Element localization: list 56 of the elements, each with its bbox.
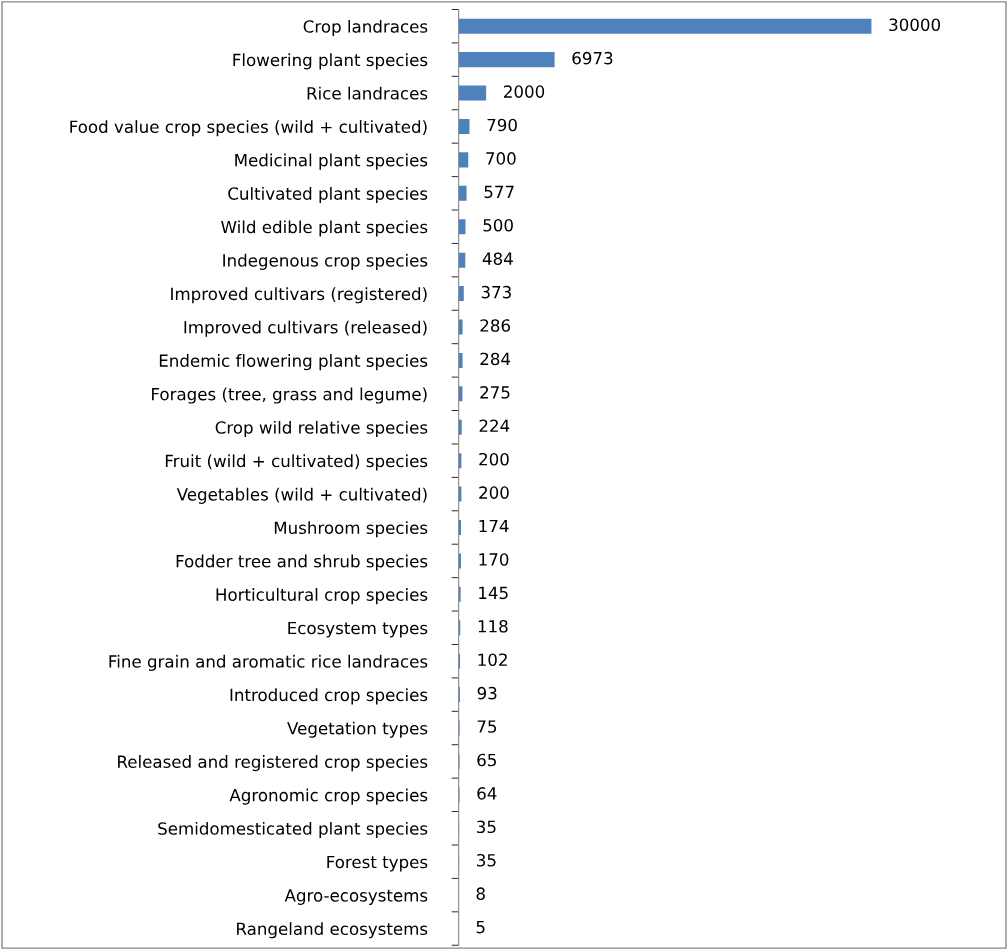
y-tick-label: Agronomic crop species bbox=[229, 788, 428, 805]
data-label: 200 bbox=[479, 452, 509, 466]
data-label: 284 bbox=[480, 352, 511, 366]
data-label: 790 bbox=[487, 118, 517, 132]
data-label: 75 bbox=[477, 720, 497, 733]
y-tick-label: Improved cultivars (released) bbox=[184, 320, 427, 337]
data-label: 577 bbox=[484, 185, 514, 199]
data-label: 174 bbox=[479, 519, 509, 533]
y-tick-label: Indegenous crop species bbox=[223, 253, 428, 270]
data-label: 93 bbox=[477, 686, 497, 700]
data-label: 65 bbox=[477, 753, 496, 767]
y-tick-label: Rangeland ecosystems bbox=[237, 922, 428, 939]
data-label: 200 bbox=[479, 486, 509, 499]
y-tick-label: Forages (tree, grass and legume) bbox=[152, 387, 427, 404]
y-tick-label: Crop landraces bbox=[303, 19, 428, 37]
data-label: 6973 bbox=[572, 51, 613, 65]
y-tick-label: Medicinal plant species bbox=[235, 153, 428, 170]
y-tick-label: Food value crop species (wild + cultivated) bbox=[70, 120, 427, 137]
y-tick-label: Improved cultivars (registered) bbox=[171, 287, 427, 304]
y-tick-label: Horticultural crop species bbox=[216, 588, 428, 605]
data-label: 8 bbox=[476, 887, 485, 900]
data-label: 102 bbox=[478, 653, 507, 667]
y-tick-label: Endemic flowering plant species bbox=[159, 354, 428, 371]
y-tick-label: Fine grain and aromatic rice landraces bbox=[109, 654, 428, 671]
data-label: 35 bbox=[477, 820, 496, 834]
data-label: 64 bbox=[477, 787, 497, 800]
y-tick-label: Fruit (wild + cultivated) species bbox=[165, 454, 428, 471]
data-label: 5 bbox=[476, 920, 485, 934]
y-tick-label: Flowering plant species bbox=[233, 53, 428, 70]
y-tick-label: Fodder tree and shrub species bbox=[176, 554, 428, 571]
data-label: 145 bbox=[479, 586, 508, 600]
data-label: 275 bbox=[480, 386, 510, 399]
data-label: 224 bbox=[479, 419, 510, 432]
y-tick-label: Agro-ecosystems bbox=[284, 889, 428, 905]
y-tick-label: Mushroom species bbox=[274, 521, 428, 538]
data-label: 35 bbox=[477, 853, 496, 867]
data-label: 700 bbox=[486, 152, 516, 165]
y-tick-label: Vegetables (wild + cultivated) bbox=[176, 487, 427, 504]
data-label: 2000 bbox=[504, 85, 545, 98]
y-tick-label: Wild edible plant species bbox=[221, 220, 428, 237]
data-label: 500 bbox=[483, 218, 513, 232]
y-tick-label: Introduced crop species bbox=[230, 688, 428, 705]
data-label: 484 bbox=[482, 252, 513, 265]
y-tick-label: Vegetation types bbox=[287, 721, 428, 738]
y-tick-label: Crop wild relative species bbox=[215, 420, 428, 438]
y-tick-label: Released and registered crop species bbox=[118, 755, 428, 772]
y-tick-label: Semidomesticated plant species bbox=[158, 821, 428, 839]
data-label: 286 bbox=[480, 319, 510, 332]
data-label: 30000 bbox=[889, 18, 941, 32]
y-tick-label: Cultivated plant species bbox=[228, 186, 428, 204]
data-label: 373 bbox=[481, 285, 511, 299]
y-tick-label: Ecosystem types bbox=[288, 621, 428, 638]
data-label: 118 bbox=[478, 619, 508, 633]
y-tick-label: Rice landraces bbox=[307, 86, 428, 100]
y-tick-label: Forest types bbox=[327, 855, 428, 872]
data-label: 170 bbox=[479, 553, 509, 566]
